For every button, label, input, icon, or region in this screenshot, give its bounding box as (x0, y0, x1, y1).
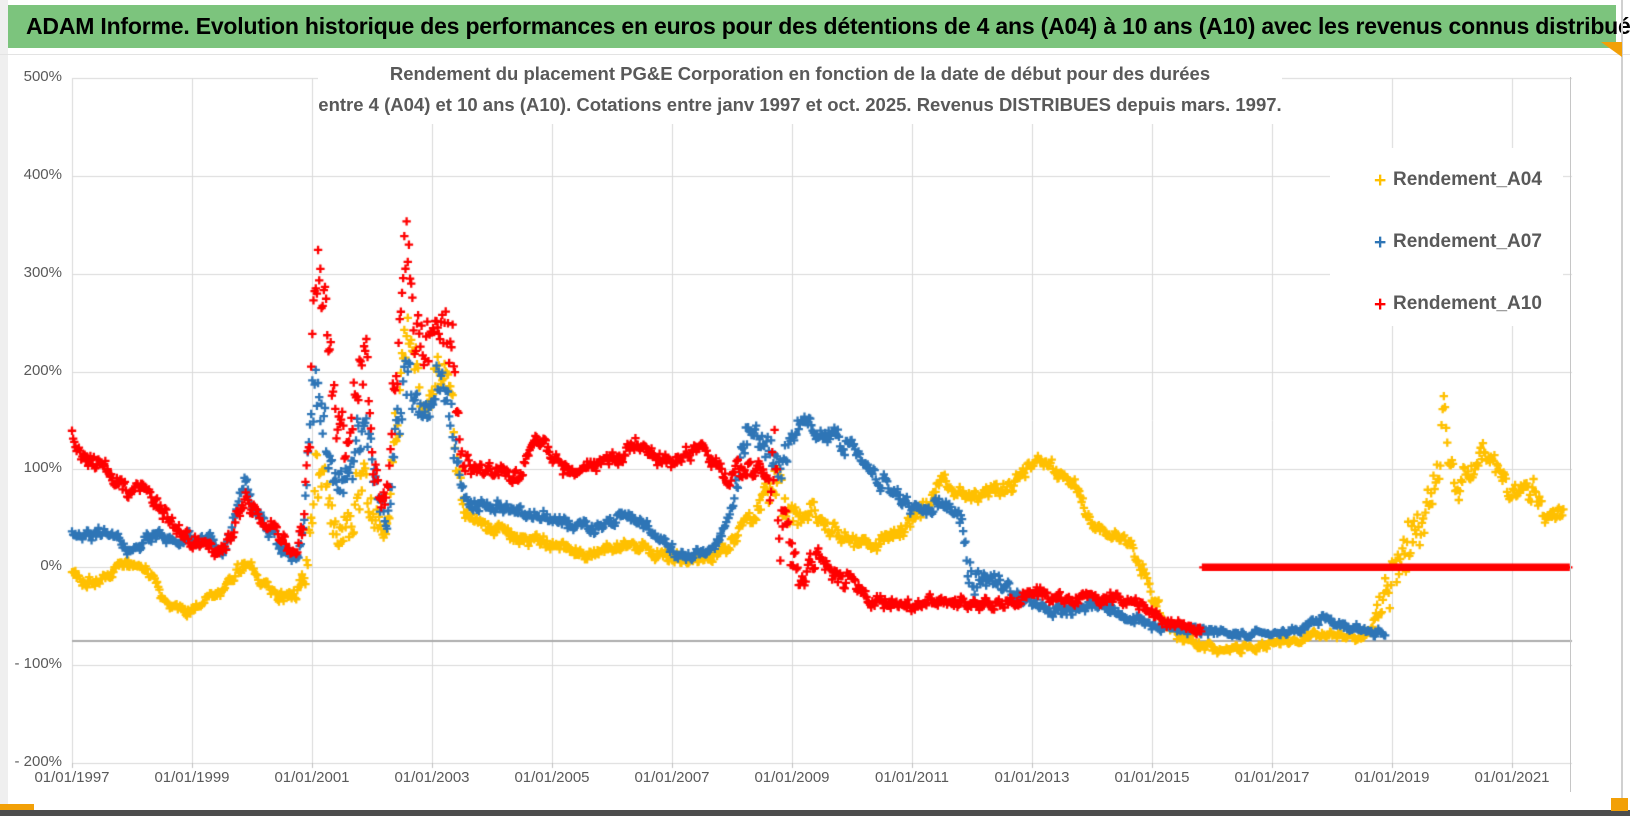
bottom-window-bar (0, 810, 1630, 816)
x-tick-label: 01/01/2019 (1354, 769, 1430, 786)
x-tick-label: 01/01/1997 (34, 769, 110, 786)
orange-bottom-left-marker (0, 804, 34, 810)
x-tick-label: 01/01/1999 (154, 769, 230, 786)
plot-right-border (1570, 77, 1571, 792)
x-tick-label: 01/01/2001 (274, 769, 350, 786)
x-tick-label: 01/01/2009 (754, 769, 830, 786)
plus-marker-icon: + (1374, 168, 1387, 192)
legend-item-Rendement_A10[interactable]: + Rendement_A10 (1374, 285, 1563, 323)
y-tick-label: 100% (23, 459, 62, 477)
x-tick-label: 01/01/2003 (394, 769, 470, 786)
y-tick-label: 300% (23, 263, 62, 281)
orange-corner-marker (1601, 42, 1622, 57)
legend-item-Rendement_A04[interactable]: + Rendement_A04 (1374, 161, 1563, 199)
chart-title: Rendement du placement PG&E Corporation … (318, 58, 1282, 124)
orange-bottom-right-marker (1611, 798, 1628, 811)
legend-item-Rendement_A07[interactable]: + Rendement_A07 (1374, 223, 1563, 261)
plus-marker-icon: + (1374, 292, 1387, 316)
legend-label: Rendement_A04 (1393, 169, 1542, 190)
x-tick-label: 01/01/2015 (1114, 769, 1190, 786)
x-tick-label: 01/01/2005 (514, 769, 590, 786)
x-tick-label: 01/01/2013 (994, 769, 1070, 786)
y-tick-label: - 200% (14, 753, 62, 770)
x-tick-label: 01/01/2017 (1234, 769, 1310, 786)
chart-title-line1: Rendement du placement PG&E Corporation … (389, 63, 1211, 84)
legend[interactable]: + Rendement_A04 + Rendement_A07 + Rendement_A… (1330, 148, 1563, 326)
y-tick-label: 400% (23, 165, 62, 183)
y-tick-label: 0% (40, 557, 62, 575)
chart-title-line2: entre 4 (A04) et 10 ans (A10). Cotations… (318, 94, 1282, 115)
plus-marker-icon: + (1374, 230, 1387, 254)
y-tick-label: - 100% (14, 655, 62, 673)
window-right-border (1621, 0, 1623, 816)
x-tick-label: 01/01/2021 (1474, 769, 1550, 786)
legend-label: Rendement_A10 (1393, 293, 1542, 314)
x-tick-label: 01/01/2011 (875, 769, 949, 786)
y-tick-label: 500% (23, 68, 62, 85)
x-tick-label: 01/01/2007 (634, 769, 710, 786)
y-tick-label: 200% (23, 361, 62, 379)
legend-label: Rendement_A07 (1393, 231, 1542, 252)
